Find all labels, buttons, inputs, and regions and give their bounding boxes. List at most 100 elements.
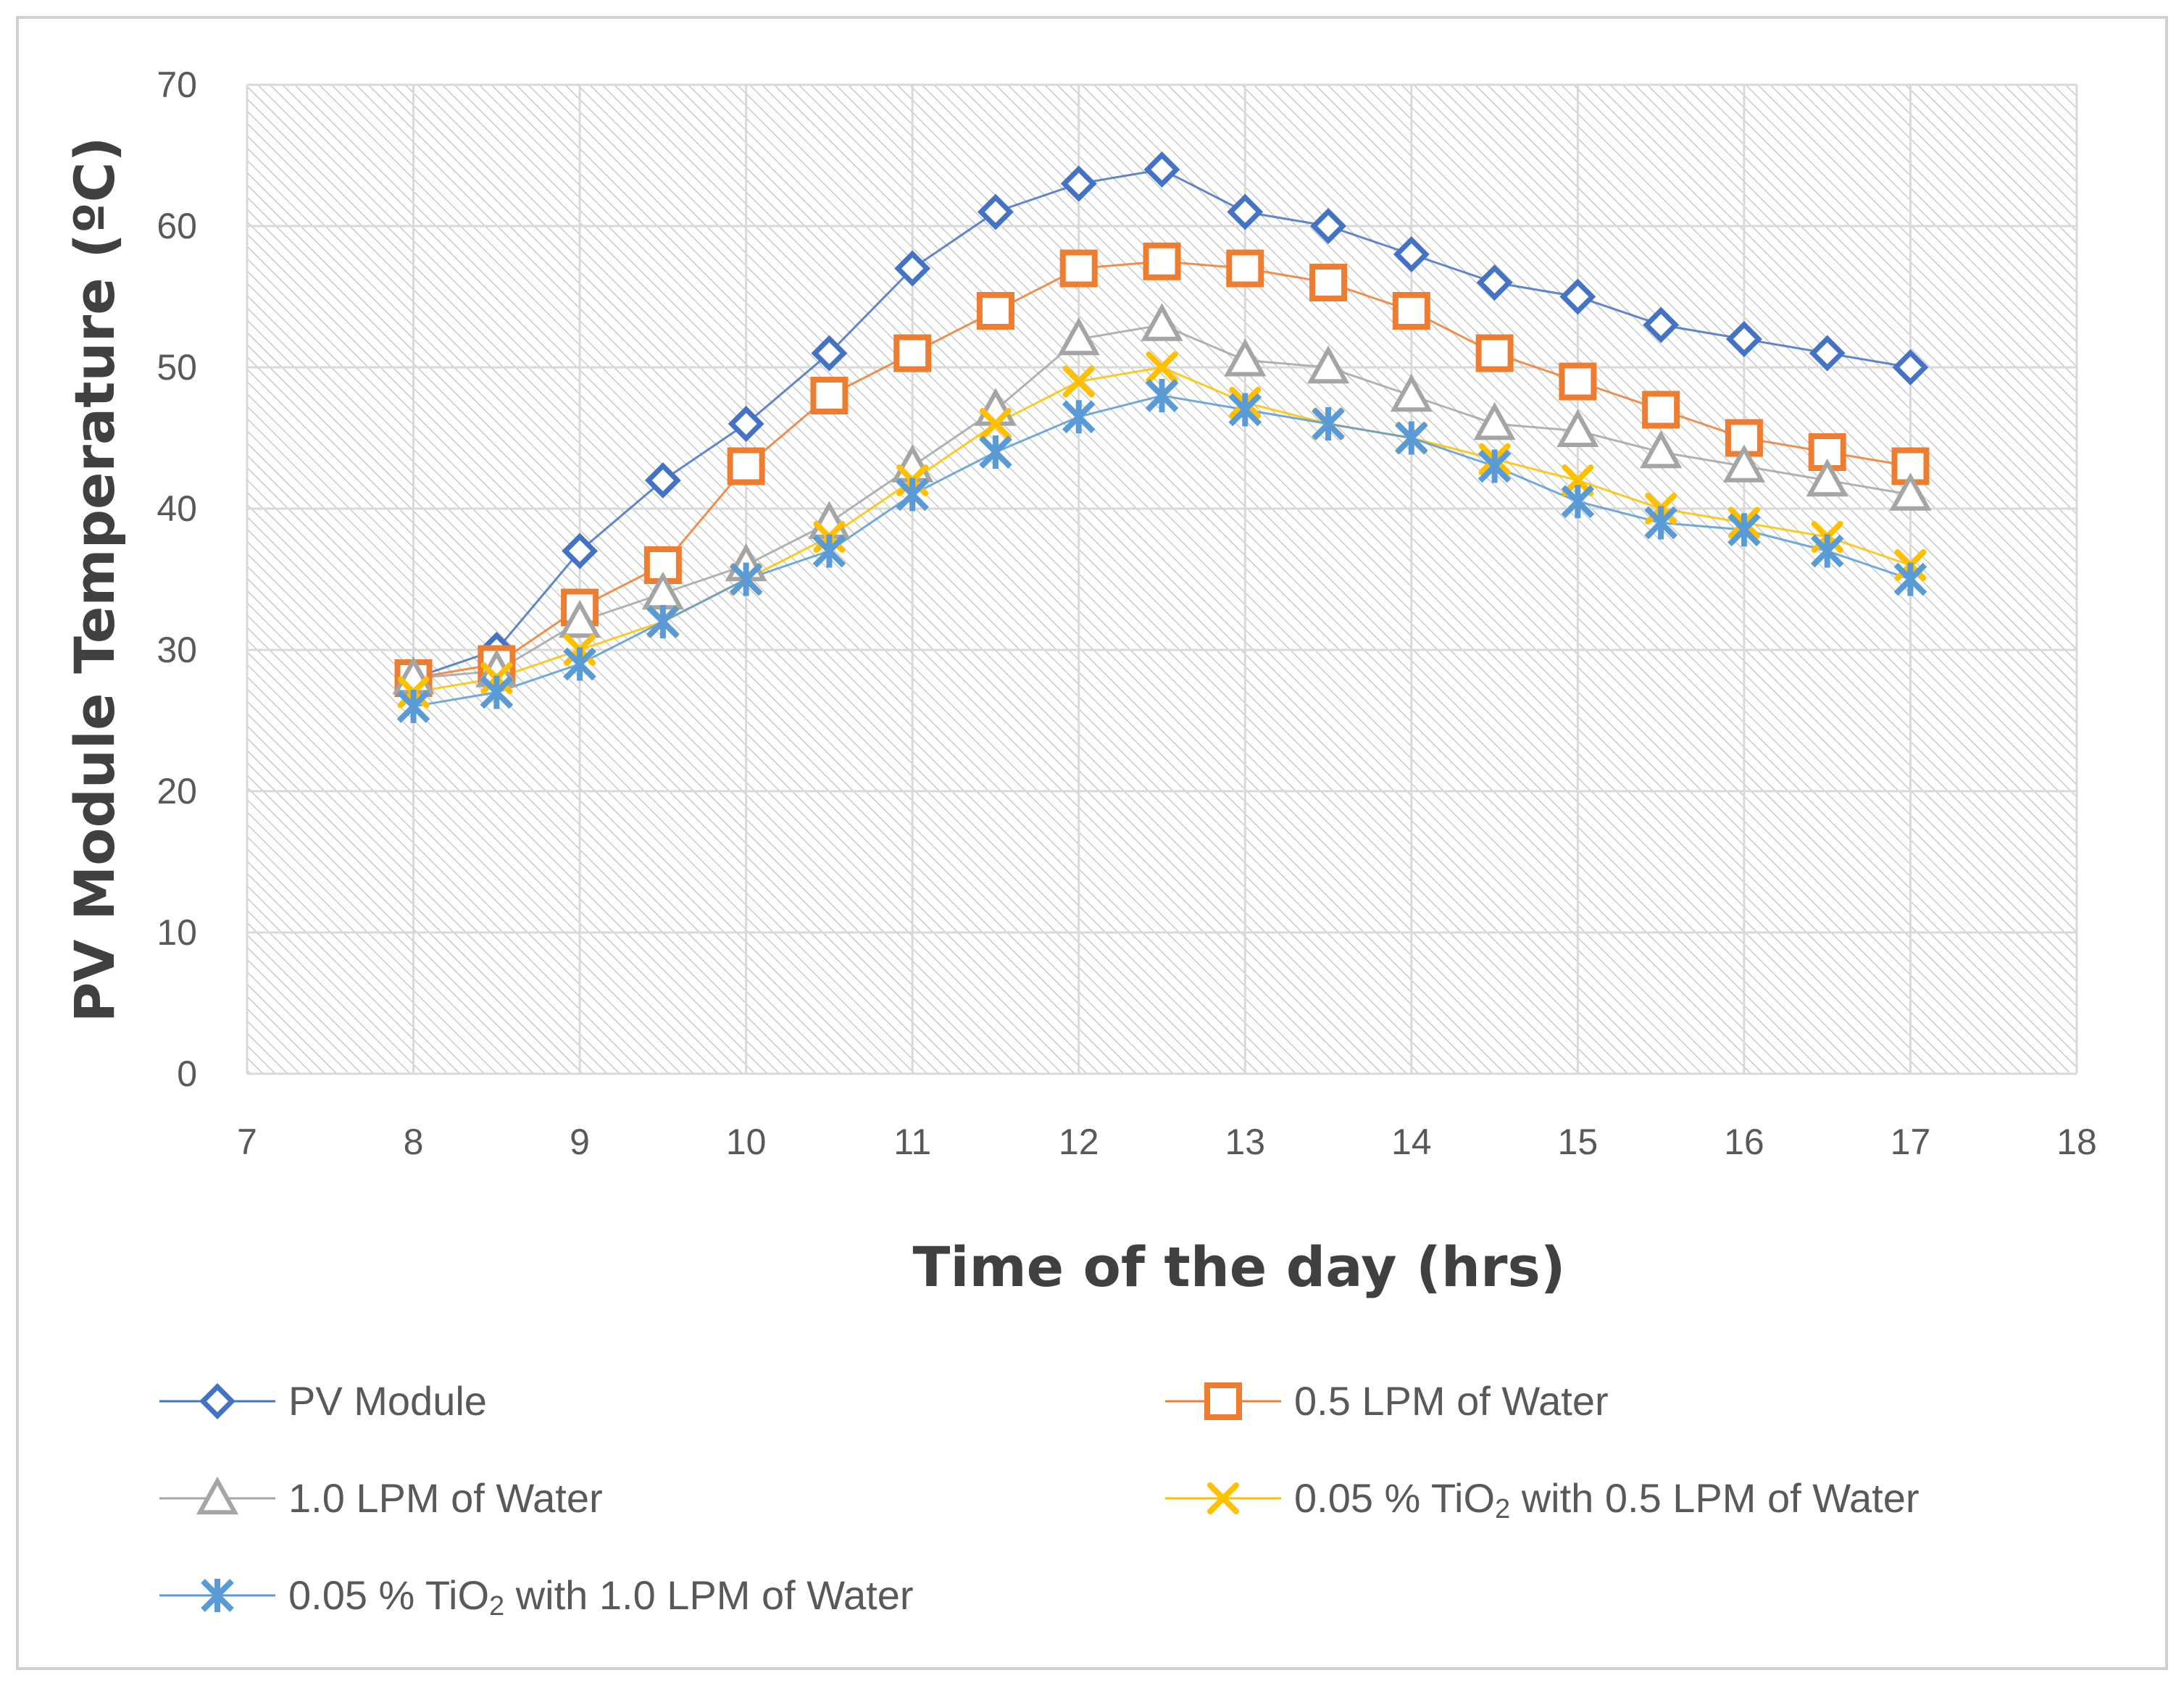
series-layer [392, 151, 1932, 723]
y-tick-label: 20 [157, 771, 197, 811]
data-point-series-0 [1393, 236, 1430, 272]
data-point-series-0 [978, 193, 1014, 230]
data-point-series-4 [1727, 513, 1761, 547]
data-point-series-0 [811, 335, 848, 372]
x-tick-label: 16 [1724, 1122, 1764, 1162]
data-point-series-1 [727, 447, 765, 485]
x-tick-label: 8 [404, 1122, 424, 1162]
data-point-series-4 [812, 534, 846, 568]
data-point-series-4 [480, 675, 514, 709]
y-axis-title: PV Module Temperature (ºC) [62, 137, 127, 1023]
legend-label-tio2-1-0-lpm: 0.05 % TiO2 with 1.0 LPM of Water [288, 1572, 914, 1622]
y-tick-label: 70 [157, 64, 197, 105]
data-point-series-1 [1309, 264, 1348, 301]
x-tick-label: 13 [1225, 1122, 1265, 1162]
data-point-series-2 [1556, 409, 1599, 447]
data-point-series-0 [644, 462, 681, 498]
legend-label-pv-module: PV Module [288, 1378, 487, 1424]
data-point-series-2 [1390, 373, 1433, 412]
x-tick-label: 14 [1391, 1122, 1432, 1162]
data-point-series-0 [1143, 151, 1180, 188]
data-point-series-4 [896, 477, 930, 512]
data-point-series-1 [893, 334, 932, 372]
data-point-series-1 [1559, 362, 1597, 401]
data-point-series-0 [1227, 193, 1264, 230]
x-tick-label: 17 [1891, 1122, 1931, 1162]
y-tick-label: 30 [157, 630, 197, 670]
y-tick-label: 50 [157, 347, 197, 388]
data-point-series-4 [396, 690, 430, 723]
data-point-series-4 [1893, 562, 1927, 596]
data-point-series-0 [894, 250, 931, 287]
data-point-series-2 [1722, 444, 1766, 483]
legend-item-1-0-lpm: 1.0 LPM of Water [159, 1475, 603, 1521]
x-axis-ticks: 7 8 9 10 11 12 13 14 15 16 17 18 [237, 1122, 2097, 1162]
legend-marker-icon [199, 1383, 236, 1419]
data-point-series-4 [1810, 534, 1844, 568]
data-point-series-0 [1310, 208, 1346, 244]
legend-item-tio2-1-0-lpm: 0.05 % TiO2 with 1.0 LPM of Water [159, 1572, 914, 1622]
data-point-series-4 [1145, 379, 1179, 412]
data-point-series-0 [1060, 165, 1097, 202]
data-point-series-0 [1809, 335, 1846, 372]
data-point-series-4 [1561, 485, 1595, 519]
x-tick-label: 12 [1059, 1122, 1099, 1162]
legend-item-0-5-lpm: 0.5 LPM of Water [1165, 1378, 1609, 1424]
legend-item-tio2-0-5-lpm: 0.05 % TiO2 with 0.5 LPM of Water [1165, 1475, 1920, 1524]
data-point-series-4 [1312, 407, 1345, 441]
data-point-series-2 [1224, 338, 1267, 377]
y-tick-label: 60 [157, 206, 197, 246]
plot-area [247, 85, 2077, 1074]
x-tick-label: 15 [1558, 1122, 1599, 1162]
x-tick-label: 10 [726, 1122, 767, 1162]
data-point-series-2 [1141, 303, 1183, 341]
data-point-series-1 [1143, 242, 1181, 280]
x-tick-label: 9 [570, 1122, 590, 1162]
data-point-series-0 [1476, 264, 1513, 301]
data-point-series-4 [979, 435, 1012, 469]
data-point-series-4 [1062, 400, 1096, 434]
y-tick-label: 10 [157, 912, 197, 953]
data-point-series-1 [1226, 249, 1264, 288]
data-point-series-3 [979, 408, 1012, 440]
data-point-series-4 [563, 647, 596, 681]
data-point-series-4 [1228, 393, 1262, 427]
legend-marker-icon [1204, 1382, 1242, 1420]
data-point-series-2 [1889, 472, 1932, 511]
data-point-series-0 [1892, 349, 1929, 385]
data-point-series-2 [1306, 345, 1350, 384]
x-tick-label: 18 [2056, 1122, 2097, 1162]
data-point-series-4 [1394, 421, 1428, 455]
data-point-series-0 [562, 533, 599, 569]
y-tick-label: 40 [157, 488, 197, 529]
data-point-series-1 [1059, 249, 1098, 288]
data-point-series-4 [729, 562, 763, 596]
legend-label-tio2-0-5-lpm: 0.05 % TiO2 with 0.5 LPM of Water [1294, 1475, 1920, 1524]
data-point-series-1 [976, 292, 1014, 330]
data-point-series-3 [1146, 351, 1178, 383]
legend-label-0-5-lpm: 0.5 LPM of Water [1294, 1378, 1609, 1424]
legend-marker-icon [1207, 1482, 1239, 1514]
data-point-series-3 [1062, 365, 1095, 398]
x-axis-title: Time of the day (hrs) [913, 1235, 1566, 1299]
legend-marker-icon [201, 1579, 234, 1612]
data-point-series-0 [728, 406, 764, 442]
legend: PV Module 0.5 LPM of Water 1.0 LPM of Wa… [159, 1378, 1920, 1622]
data-point-series-1 [1642, 391, 1680, 429]
x-tick-label: 7 [237, 1122, 257, 1162]
data-point-series-2 [1473, 401, 1516, 441]
data-point-series-1 [1392, 292, 1430, 330]
legend-marker-icon [196, 1476, 239, 1515]
y-axis-ticks: 0 10 20 30 40 50 60 70 [157, 64, 197, 1094]
data-point-series-2 [1640, 430, 1683, 469]
y-tick-label: 0 [177, 1053, 197, 1094]
x-tick-label: 11 [893, 1122, 931, 1162]
data-point-series-1 [1475, 334, 1514, 372]
data-point-series-0 [1725, 321, 1762, 357]
data-point-series-2 [558, 599, 601, 638]
data-point-series-4 [1644, 506, 1677, 540]
data-point-series-2 [1057, 317, 1100, 356]
legend-item-pv-module: PV Module [159, 1378, 487, 1424]
data-point-series-4 [1477, 449, 1512, 483]
